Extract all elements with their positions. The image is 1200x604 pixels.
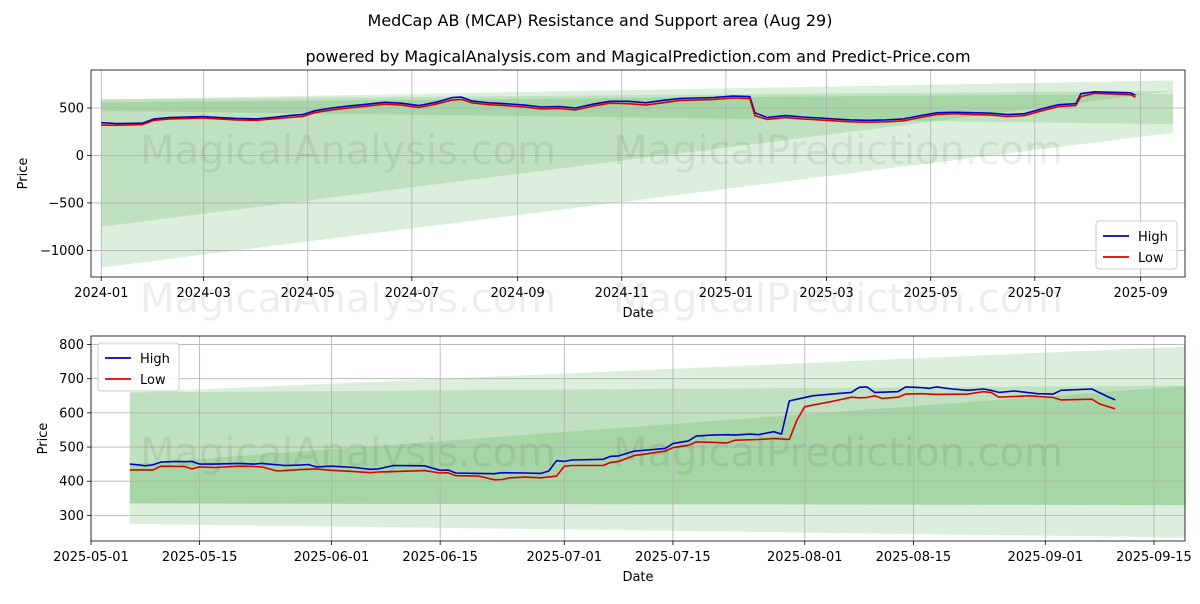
- support-resistance-band-1: [129, 385, 1185, 506]
- x-tick-label: 2024-09: [491, 286, 545, 301]
- y-tick-label: 300: [59, 509, 84, 524]
- watermark-left-top: MagicalAnalysis.com: [140, 128, 556, 174]
- y-axis-label: Price: [36, 423, 51, 455]
- x-tick-label: 2025-06-15: [402, 550, 478, 565]
- watermark-left-mid: MagicalAnalysis.com: [140, 276, 556, 322]
- x-tick-label: 2025-01: [699, 286, 753, 301]
- y-tick-label: 600: [59, 406, 84, 421]
- x-tick-label: 2024-01: [74, 286, 128, 301]
- legend: High Low: [1095, 220, 1178, 270]
- watermark-right-bottom: MagicalPrediction.com: [613, 430, 1063, 476]
- figure-subtitle: powered by MagicalAnalysis.com and Magic…: [305, 47, 970, 66]
- x-tick-label: 2024-05: [281, 286, 335, 301]
- x-tick-label: 2024-11: [595, 286, 649, 301]
- x-tick-label: 2025-03: [799, 286, 853, 301]
- y-tick-label: −1000: [40, 244, 84, 259]
- x-tick-label: 2025-07-01: [527, 550, 603, 565]
- chart-bottom: 2025-05-01 2025-05-15 2025-06-01 2025-06-15…: [36, 335, 1192, 585]
- support-resistance-band-1: [101, 90, 1174, 227]
- plot-frame: [90, 69, 1186, 278]
- x-tick-label: 2025-09-01: [1008, 550, 1084, 565]
- y-tick-label: −500: [48, 196, 84, 211]
- x-tick-label: 2025-07-15: [635, 550, 711, 565]
- legend: High Low: [97, 342, 180, 392]
- legend-label-high: High: [1138, 230, 1168, 245]
- y-tick-label: 500: [59, 441, 84, 456]
- x-tick-label: 2025-07: [1008, 286, 1062, 301]
- y-tick-label: 400: [59, 475, 84, 490]
- x-tick-label: 2025-05-01: [53, 550, 129, 565]
- y-tick-label: 700: [59, 372, 84, 387]
- watermark-left-bottom: MagicalAnalysis.com: [140, 430, 556, 476]
- support-resistance-band-2: [101, 80, 1174, 268]
- series-line-low: [101, 92, 1136, 127]
- watermark-right-top: MagicalPrediction.com: [613, 128, 1063, 174]
- x-tick-label: 2025-06-01: [294, 550, 370, 565]
- plot-frame: [90, 335, 1186, 542]
- support-resistance-band-3: [101, 93, 1174, 125]
- series-line-high: [101, 91, 1136, 125]
- y-axis-label: Price: [16, 158, 31, 190]
- legend-label-low: Low: [1138, 251, 1164, 266]
- x-tick-label: 2024-03: [176, 286, 230, 301]
- legend-box: [97, 342, 180, 392]
- x-tick-label: 2025-09-15: [1116, 550, 1192, 565]
- y-tick-label: 500: [59, 101, 84, 116]
- legend-label-low: Low: [140, 373, 166, 388]
- x-axis-label: Date: [622, 306, 653, 321]
- chart-top: 2024-01 2024-03 2024-05 2024-07 2024-09 2024-…: [16, 69, 1186, 321]
- y-tick-label: 800: [59, 338, 84, 353]
- legend-box: [1095, 220, 1178, 270]
- legend-label-high: High: [140, 352, 170, 367]
- figure-title: MedCap AB (MCAP) Resistance and Support …: [368, 11, 833, 30]
- y-tick-label: 0: [76, 149, 84, 164]
- support-resistance-band-3: [129, 386, 1185, 506]
- x-tick-label: 2025-05-15: [162, 550, 238, 565]
- x-tick-label: 2025-08-15: [876, 550, 952, 565]
- series-line-low: [129, 390, 1116, 481]
- x-tick-label: 2025-05: [904, 286, 958, 301]
- x-tick-label: 2025-08-01: [767, 550, 843, 565]
- x-tick-label: 2025-09: [1113, 286, 1167, 301]
- series-line-high: [129, 386, 1116, 475]
- watermark-right-mid: MagicalPrediction.com: [613, 276, 1063, 322]
- x-axis-label: Date: [622, 570, 653, 585]
- x-tick-label: 2024-07: [385, 286, 439, 301]
